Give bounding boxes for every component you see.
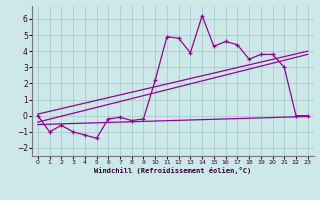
X-axis label: Windchill (Refroidissement éolien,°C): Windchill (Refroidissement éolien,°C) xyxy=(94,167,252,174)
